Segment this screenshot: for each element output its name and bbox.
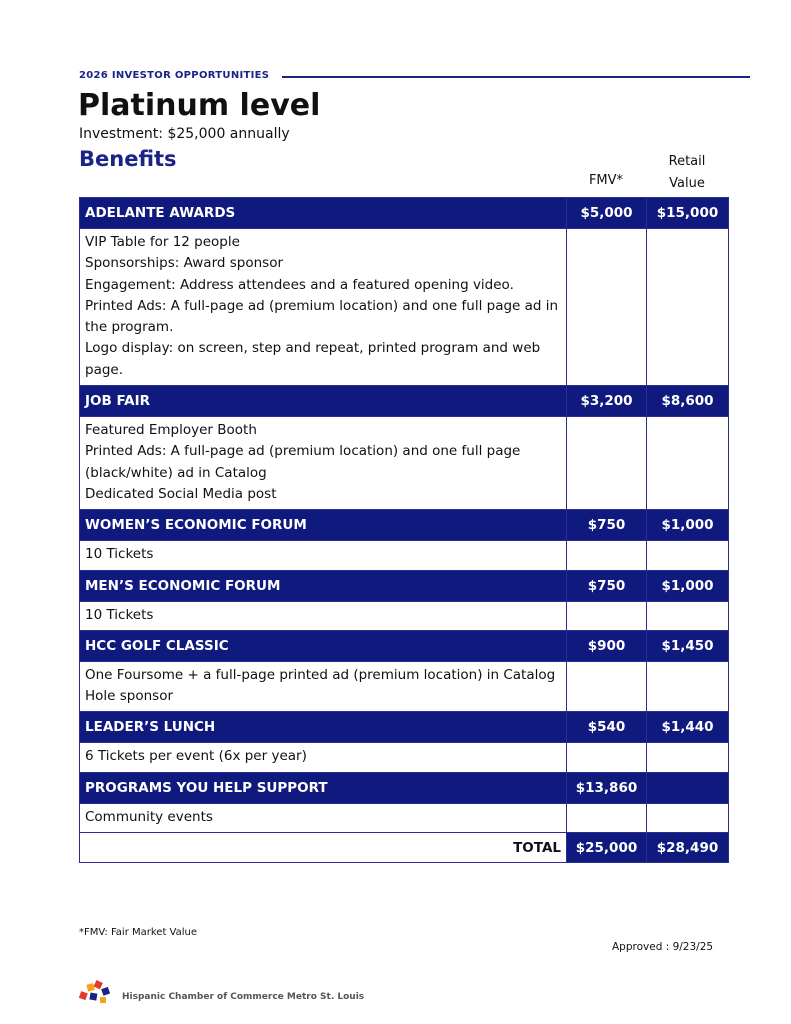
fmv: $13,860 [566, 771, 647, 804]
section-details: 10 Tickets [79, 600, 729, 631]
details: Featured Employer Booth Printed Ads: A fu… [79, 416, 567, 511]
detail-line: Logo display: on screen, step and repeat… [85, 340, 541, 378]
empty-cell [566, 540, 647, 571]
empty-cell [566, 660, 647, 713]
section-name: PROGRAMS YOU HELP SUPPORT [79, 771, 567, 804]
section-header: LEADER’S LUNCH $540 $1,440 [79, 711, 729, 744]
section-name: WOMEN’S ECONOMIC FORUM [79, 509, 567, 542]
title: Platinum level [78, 88, 321, 123]
retail: $15,000 [646, 197, 729, 229]
section-header: ADELANTE AWARDS $5,000 $15,000 [79, 197, 729, 229]
section-name: MEN’S ECONOMIC FORUM [79, 569, 567, 602]
detail-line: 10 Tickets [85, 606, 154, 623]
total-label: TOTAL [79, 832, 567, 864]
details: VIP Table for 12 people Sponsorships: Awa… [79, 227, 567, 387]
rule [282, 76, 750, 78]
detail-line: Dedicated Social Media post [85, 485, 277, 502]
section-header: HCC GOLF CLASSIC $900 $1,450 [79, 629, 729, 662]
retail: $1,440 [646, 711, 729, 744]
section-header: MEN’S ECONOMIC FORUM $750 $1,000 [79, 569, 729, 602]
detail-line: Printed Ads: A full-page ad (premium loc… [85, 297, 559, 336]
logo [78, 980, 111, 1003]
detail-line: One Foursome + a full-page printed ad (p… [85, 666, 556, 683]
section-header: PROGRAMS YOU HELP SUPPORT $13,860 [79, 771, 729, 804]
benefits-table: ADELANTE AWARDS $5,000 $15,000 VIP Table fo… [79, 197, 729, 864]
empty-cell [566, 416, 647, 511]
details: One Foursome + a full-page printed ad (p… [79, 660, 567, 713]
detail-line: Printed Ads: A full-page ad (premium loc… [85, 443, 521, 481]
approved: Approved : 9/23/25 [612, 941, 714, 953]
fmv: $750 [566, 569, 647, 602]
fmv: $3,200 [566, 385, 647, 418]
section-details: 6 Tickets per event (6x per year) [79, 742, 729, 773]
eyebrow: 2026 INVESTOR OPPORTUNITIES [79, 70, 270, 81]
organization: Hispanic Chamber of Commerce Metro St. L… [122, 992, 365, 1002]
details: 10 Tickets [79, 600, 567, 631]
retail: $1,000 [646, 509, 729, 542]
detail-line: Sponsorships: Award sponsor [85, 255, 284, 272]
retail: $1,000 [646, 569, 729, 602]
benefits-heading: Benefits [79, 147, 177, 171]
detail-line: Featured Employer Booth [85, 422, 257, 439]
detail-line: VIP Table for 12 people [85, 234, 240, 250]
empty-cell [646, 416, 729, 511]
empty-cell [566, 802, 647, 834]
retail: $1,450 [646, 629, 729, 662]
retail [646, 771, 729, 804]
empty-cell [646, 660, 729, 713]
details: Community events [79, 802, 567, 834]
empty-cell [566, 742, 647, 773]
section-header: JOB FAIR $3,200 $8,600 [79, 385, 729, 418]
section-details: Featured Employer Booth Printed Ads: A fu… [79, 416, 729, 511]
column-header: Retail Value [668, 154, 706, 191]
empty-cell [646, 540, 729, 571]
empty-cell [646, 227, 729, 387]
detail-line: 6 Tickets per event (6x per year) [85, 748, 307, 765]
column-header: FMV* [588, 173, 624, 188]
detail-line: Engagement: Address attendees and a feat… [85, 276, 514, 293]
section-name: ADELANTE AWARDS [79, 197, 567, 229]
section-details: One Foursome + a full-page printed ad (p… [79, 660, 729, 713]
total-row: TOTAL $25,000 $28,490 [79, 832, 729, 864]
detail-line: Community events [85, 808, 213, 825]
fmv: $540 [566, 711, 647, 744]
section-name: LEADER’S LUNCH [79, 711, 567, 744]
section-details: VIP Table for 12 people Sponsorships: Awa… [79, 227, 729, 387]
section-header: WOMEN’S ECONOMIC FORUM $750 $1,000 [79, 509, 729, 542]
section-name: HCC GOLF CLASSIC [79, 629, 567, 662]
total-fmv: $25,000 [566, 832, 647, 864]
footnote: *FMV: Fair Market Value [79, 927, 197, 938]
detail-line: Hole sponsor [85, 688, 174, 705]
empty-cell [646, 802, 729, 834]
investment: Investment: $25,000 annually [79, 126, 290, 142]
section-name: JOB FAIR [79, 385, 567, 418]
retail: $8,600 [646, 385, 729, 418]
fmv: $750 [566, 509, 647, 542]
total-retail: $28,490 [646, 832, 729, 864]
empty-cell [566, 227, 647, 387]
fmv: $5,000 [566, 197, 647, 229]
detail-line: 10 Tickets [85, 546, 154, 563]
empty-cell [646, 600, 729, 631]
section-details: Community events [79, 802, 729, 834]
empty-cell [566, 600, 647, 631]
empty-cell [646, 742, 729, 773]
section-details: 10 Tickets [79, 540, 729, 571]
fmv: $900 [566, 629, 647, 662]
details: 6 Tickets per event (6x per year) [79, 742, 567, 773]
details: 10 Tickets [79, 540, 567, 571]
